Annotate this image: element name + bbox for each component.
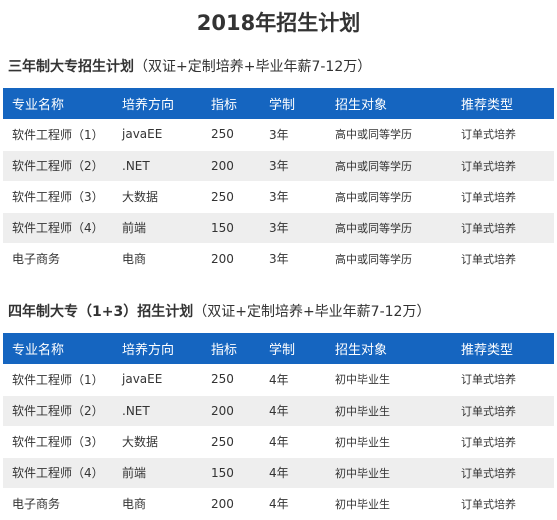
- cell-target: 初中毕业生: [326, 488, 452, 520]
- plan-table-three-year: 专业名称 培养方向 指标 学制 招生对象 推荐类型 软件工程师（1） javaE…: [3, 88, 554, 275]
- cell-direction: 电商: [113, 488, 202, 520]
- cell-type: 订单式培养: [452, 488, 554, 520]
- table-row: 电子商务 电商 200 4年 初中毕业生 订单式培养: [3, 488, 554, 520]
- column-header: 专业名称: [3, 88, 113, 119]
- cell-type: 订单式培养: [452, 364, 554, 396]
- column-header: 学制: [260, 88, 326, 119]
- column-header: 招生对象: [326, 333, 452, 364]
- table-row: 软件工程师（3） 大数据 250 4年 初中毕业生 订单式培养: [3, 426, 554, 458]
- table-row: 电子商务 电商 200 3年 高中或同等学历 订单式培养: [3, 243, 554, 275]
- column-header: 招生对象: [326, 88, 452, 119]
- section-heading-three-year: 三年制大专招生计划（双证+定制培养+毕业年薪7-12万）: [8, 55, 553, 79]
- cell-direction: javaEE: [113, 364, 202, 396]
- cell-type: 订单式培养: [452, 426, 554, 458]
- cell-type: 订单式培养: [452, 243, 554, 275]
- cell-major: 软件工程师（4）: [3, 212, 113, 244]
- cell-quota: 200: [202, 150, 260, 182]
- section-heading-four-year: 四年制大专（1+3）招生计划（双证+定制培养+毕业年薪7-12万）: [8, 300, 553, 324]
- cell-duration: 4年: [260, 426, 326, 458]
- cell-duration: 3年: [260, 212, 326, 244]
- column-header: 推荐类型: [452, 88, 554, 119]
- column-header: 指标: [202, 88, 260, 119]
- cell-direction: .NET: [113, 150, 202, 182]
- table-row: 软件工程师（2） .NET 200 4年 初中毕业生 订单式培养: [3, 395, 554, 427]
- cell-direction: .NET: [113, 395, 202, 427]
- cell-duration: 3年: [260, 119, 326, 151]
- cell-quota: 250: [202, 364, 260, 396]
- cell-major: 软件工程师（4）: [3, 457, 113, 489]
- cell-major: 电子商务: [3, 243, 113, 275]
- cell-quota: 250: [202, 426, 260, 458]
- cell-type: 订单式培养: [452, 212, 554, 244]
- cell-target: 高中或同等学历: [326, 243, 452, 275]
- column-header: 培养方向: [113, 333, 202, 364]
- cell-major: 软件工程师（2）: [3, 395, 113, 427]
- column-header: 专业名称: [3, 333, 113, 364]
- table-header-row: 专业名称 培养方向 指标 学制 招生对象 推荐类型: [3, 333, 554, 364]
- table-header-row: 专业名称 培养方向 指标 学制 招生对象 推荐类型: [3, 88, 554, 119]
- column-header: 指标: [202, 333, 260, 364]
- table-row: 软件工程师（1） javaEE 250 4年 初中毕业生 订单式培养: [3, 364, 554, 396]
- cell-duration: 4年: [260, 457, 326, 489]
- cell-target: 初中毕业生: [326, 457, 452, 489]
- cell-target: 高中或同等学历: [326, 150, 452, 182]
- cell-major: 软件工程师（3）: [3, 426, 113, 458]
- table-row: 软件工程师（4） 前端 150 4年 初中毕业生 订单式培养: [3, 457, 554, 489]
- cell-quota: 150: [202, 212, 260, 244]
- table-row: 软件工程师（3） 大数据 250 3年 高中或同等学历 订单式培养: [3, 181, 554, 213]
- table-row: 软件工程师（4） 前端 150 3年 高中或同等学历 订单式培养: [3, 212, 554, 244]
- cell-type: 订单式培养: [452, 181, 554, 213]
- cell-major: 软件工程师（1）: [3, 364, 113, 396]
- column-header: 培养方向: [113, 88, 202, 119]
- cell-duration: 4年: [260, 488, 326, 520]
- cell-direction: 大数据: [113, 181, 202, 213]
- cell-quota: 200: [202, 395, 260, 427]
- section-title: 三年制大专招生计划: [8, 59, 134, 75]
- cell-target: 高中或同等学历: [326, 212, 452, 244]
- cell-quota: 250: [202, 181, 260, 213]
- cell-direction: javaEE: [113, 119, 202, 151]
- cell-quota: 250: [202, 119, 260, 151]
- cell-direction: 电商: [113, 243, 202, 275]
- cell-duration: 3年: [260, 243, 326, 275]
- cell-quota: 200: [202, 488, 260, 520]
- cell-duration: 4年: [260, 395, 326, 427]
- cell-direction: 前端: [113, 212, 202, 244]
- section-title: 四年制大专（1+3）招生计划: [8, 304, 194, 320]
- plan-table-four-year: 专业名称 培养方向 指标 学制 招生对象 推荐类型 软件工程师（1） javaE…: [3, 333, 554, 520]
- cell-target: 高中或同等学历: [326, 119, 452, 151]
- cell-target: 初中毕业生: [326, 395, 452, 427]
- cell-direction: 大数据: [113, 426, 202, 458]
- cell-type: 订单式培养: [452, 150, 554, 182]
- cell-target: 高中或同等学历: [326, 181, 452, 213]
- cell-duration: 4年: [260, 364, 326, 396]
- cell-major: 软件工程师（1）: [3, 119, 113, 151]
- section-note: （双证+定制培养+毕业年薪7-12万）: [134, 59, 372, 75]
- cell-target: 初中毕业生: [326, 426, 452, 458]
- column-header: 学制: [260, 333, 326, 364]
- column-header: 推荐类型: [452, 333, 554, 364]
- cell-quota: 150: [202, 457, 260, 489]
- cell-major: 电子商务: [3, 488, 113, 520]
- cell-target: 初中毕业生: [326, 364, 452, 396]
- cell-type: 订单式培养: [452, 457, 554, 489]
- cell-major: 软件工程师（3）: [3, 181, 113, 213]
- cell-duration: 3年: [260, 181, 326, 213]
- cell-direction: 前端: [113, 457, 202, 489]
- cell-duration: 3年: [260, 150, 326, 182]
- section-note: （双证+定制培养+毕业年薪7-12万）: [193, 304, 431, 320]
- cell-major: 软件工程师（2）: [3, 150, 113, 182]
- cell-type: 订单式培养: [452, 395, 554, 427]
- cell-type: 订单式培养: [452, 119, 554, 151]
- table-row: 软件工程师（2） .NET 200 3年 高中或同等学历 订单式培养: [3, 150, 554, 182]
- page-title: 2018年招生计划: [196, 11, 361, 35]
- cell-quota: 200: [202, 243, 260, 275]
- table-row: 软件工程师（1） javaEE 250 3年 高中或同等学历 订单式培养: [3, 119, 554, 151]
